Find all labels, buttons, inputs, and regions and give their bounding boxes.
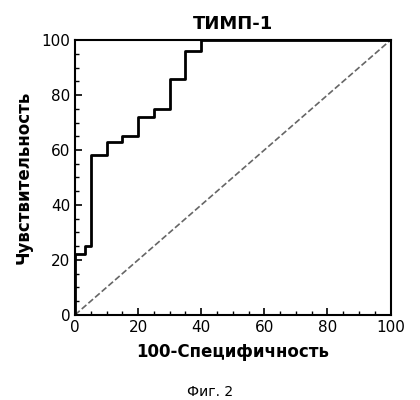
Text: Фиг. 2: Фиг. 2 bbox=[187, 385, 233, 399]
Y-axis label: Чувствительность: Чувствительность bbox=[15, 91, 33, 264]
Title: ТИМП-1: ТИМП-1 bbox=[193, 15, 273, 33]
X-axis label: 100-Специфичность: 100-Специфичность bbox=[136, 343, 329, 361]
